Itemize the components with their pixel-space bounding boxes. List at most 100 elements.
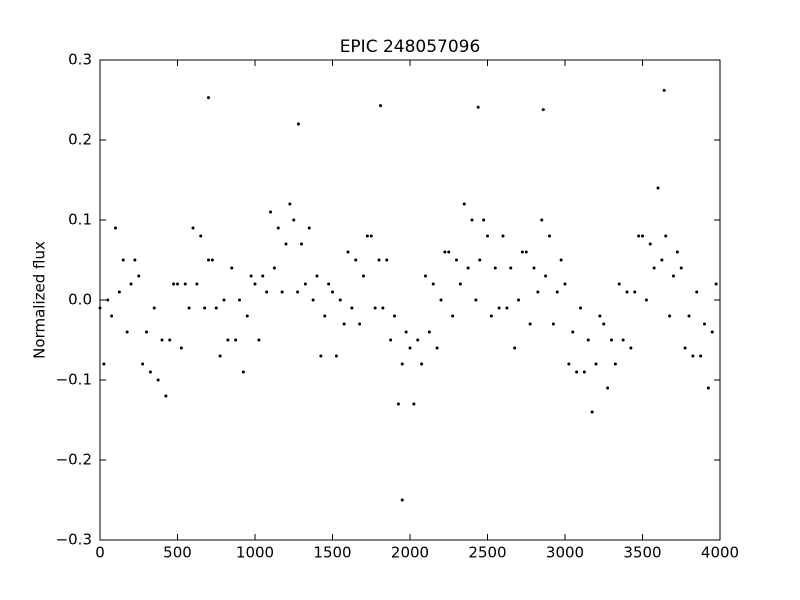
data-point — [662, 88, 666, 92]
data-point — [532, 266, 536, 270]
x-tick-label: 500 — [163, 544, 192, 562]
data-point — [265, 290, 269, 294]
plot-area — [98, 88, 718, 502]
data-point — [664, 234, 668, 238]
data-point — [261, 274, 265, 278]
data-point — [164, 394, 168, 398]
data-point — [319, 354, 323, 358]
data-point — [323, 314, 327, 318]
data-point — [245, 314, 249, 318]
data-point — [559, 258, 563, 262]
data-point — [582, 370, 586, 374]
data-point — [675, 250, 679, 254]
data-point — [207, 258, 210, 262]
data-point — [710, 330, 714, 334]
data-point — [625, 290, 629, 294]
x-tick-label: 4000 — [701, 544, 739, 562]
y-axis-label: Normalized flux — [31, 241, 49, 359]
data-point — [296, 290, 300, 294]
data-point — [218, 354, 222, 358]
data-point — [400, 362, 404, 366]
data-point — [476, 105, 480, 109]
data-point — [528, 322, 532, 326]
data-point — [210, 258, 214, 262]
data-point — [183, 282, 187, 286]
x-tick-label: 2000 — [391, 544, 429, 562]
data-point — [672, 274, 675, 278]
data-point — [377, 258, 381, 262]
data-point — [114, 226, 117, 230]
data-point — [648, 242, 652, 246]
data-point — [238, 298, 241, 302]
data-point — [354, 258, 358, 262]
data-point — [501, 234, 505, 238]
data-point — [706, 386, 710, 390]
data-point — [203, 306, 207, 310]
data-point — [311, 298, 315, 302]
data-point — [284, 242, 288, 246]
data-point — [125, 330, 129, 334]
data-point — [683, 346, 687, 350]
x-tick-label: 0 — [95, 544, 105, 562]
data-point — [300, 242, 303, 246]
data-point — [613, 362, 617, 366]
data-point — [579, 306, 582, 310]
data-point — [145, 330, 148, 334]
data-point — [652, 266, 656, 270]
data-point — [396, 402, 400, 406]
data-point — [222, 298, 226, 302]
data-point — [641, 234, 644, 238]
data-point — [431, 282, 435, 286]
data-point — [187, 306, 191, 310]
data-point — [644, 298, 648, 302]
data-point — [517, 298, 520, 302]
data-point — [602, 322, 606, 326]
data-point — [207, 96, 210, 100]
data-point — [365, 234, 369, 238]
data-point — [121, 258, 125, 262]
data-point — [424, 274, 427, 278]
data-point — [137, 274, 141, 278]
data-point — [296, 122, 300, 126]
y-tick-label: 0.1 — [68, 211, 92, 229]
data-point — [567, 362, 571, 366]
data-point — [315, 274, 319, 278]
data-point — [590, 410, 594, 414]
data-point — [455, 258, 458, 262]
data-point — [699, 354, 703, 358]
data-point — [427, 330, 431, 334]
data-point — [362, 274, 365, 278]
data-point — [513, 346, 517, 350]
data-point — [230, 266, 234, 270]
data-point — [381, 306, 385, 310]
data-point — [478, 258, 482, 262]
data-point — [714, 282, 718, 286]
data-point — [257, 338, 261, 342]
data-point — [505, 306, 509, 310]
data-point — [350, 306, 354, 310]
data-point — [276, 226, 280, 230]
data-point — [594, 362, 598, 366]
data-point — [292, 218, 296, 222]
data-point — [199, 234, 203, 238]
data-point — [540, 218, 544, 222]
data-point — [497, 306, 501, 310]
data-point — [617, 282, 621, 286]
data-point — [563, 282, 567, 286]
data-point — [466, 266, 470, 270]
data-point — [133, 258, 137, 262]
data-point — [571, 330, 575, 334]
data-point — [288, 202, 292, 206]
data-point — [106, 298, 110, 302]
data-point — [379, 104, 383, 108]
x-tick-label: 3500 — [623, 544, 661, 562]
data-point — [637, 234, 641, 238]
data-point — [241, 370, 245, 374]
data-point — [474, 298, 478, 302]
data-point — [253, 282, 257, 286]
data-point — [191, 226, 195, 230]
data-point — [412, 402, 416, 406]
data-point — [575, 370, 579, 374]
